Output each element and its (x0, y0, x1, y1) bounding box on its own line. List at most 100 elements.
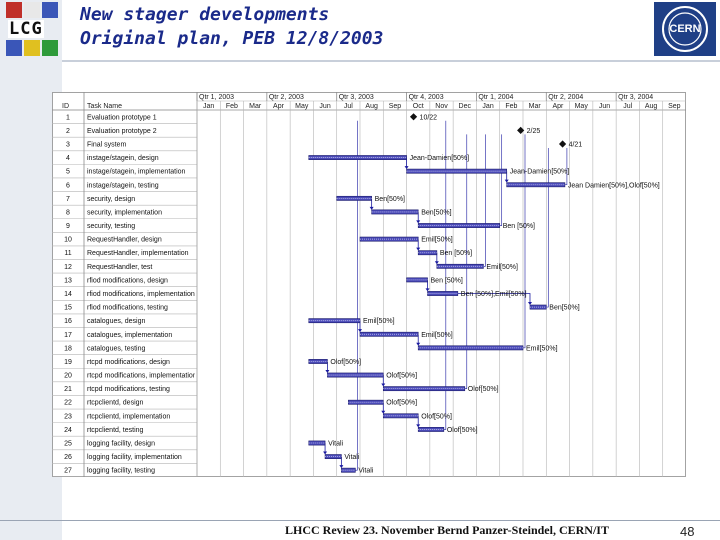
month-label: Jan (482, 103, 493, 110)
resource-label: Jean Damien[50%],Olof[50%] (568, 182, 660, 189)
quarter-label: Qtr 3, 2003 (339, 94, 374, 101)
milestone-link (483, 134, 486, 267)
task-id: 21 (64, 386, 72, 393)
resource-label: Olof[50%] (447, 427, 478, 434)
quarter-label: Qtr 4, 2003 (409, 94, 444, 101)
resource-label: Olof[50%] (330, 359, 361, 366)
gantt-header: Jan Feb Mar Apr May Jun Jul Aug Sep Oct Nov Dec Jan F… (62, 94, 681, 110)
task-name: logging facility, implementation (87, 454, 182, 461)
resource-label: Ben [50%],Emil[50%] (461, 291, 527, 298)
month-label: Jun (599, 103, 610, 110)
task-name: catalogues, design (87, 318, 145, 325)
month-label: Feb (505, 103, 517, 110)
month-label: Mar (529, 103, 542, 110)
task-id: 22 (64, 400, 72, 407)
task-id: 10 (64, 237, 72, 244)
task-name: security, design (87, 196, 135, 203)
task-id: 25 (64, 441, 72, 448)
resource-label: Ben [50%] (440, 250, 472, 257)
footer-rule (0, 520, 720, 521)
dependency-arrow (425, 288, 430, 292)
resource-label: Emil[50%] (421, 332, 453, 339)
resource-label: Emil[50%] (421, 237, 453, 244)
month-label: Jun (319, 103, 330, 110)
task-name: logging facility, testing (87, 468, 155, 475)
gantt-rows: 1 Evaluation prototype 1 2 Evaluation proto… (64, 114, 195, 475)
milestone-marker (558, 140, 567, 148)
header-rule (62, 60, 720, 62)
task-id: 3 (66, 141, 70, 148)
task-name: rfiod modifications, design (87, 277, 168, 284)
task-bar (348, 399, 384, 405)
task-name: catalogues, testing (87, 345, 145, 352)
milestone-link (355, 120, 358, 471)
task-id: 19 (64, 359, 72, 366)
gantt-dependencies (323, 120, 568, 471)
resource-label: Vitali (358, 468, 373, 475)
dependency-arrow (527, 301, 532, 305)
gantt-chart: Jan Feb Mar Apr May Jun Jul Aug Sep Oct Nov Dec Jan F… (52, 92, 686, 477)
dependency-arrow (323, 451, 328, 455)
task-id: 11 (64, 250, 71, 257)
task-id: 5 (66, 169, 70, 176)
task-name: rtcpclientd, testing (87, 427, 144, 434)
milestone-link (464, 134, 468, 389)
task-name: rtcpclientd, implementation (87, 413, 170, 420)
month-label: Aug (365, 103, 378, 110)
resource-label: Olof[50%] (386, 400, 417, 407)
task-name: instage/stagein, testing (87, 182, 159, 189)
task-bar (308, 318, 361, 324)
footer-text: LHCC Review 23. November Bernd Panzer-St… (285, 523, 609, 537)
task-name: rfiod modifications, implementation (87, 291, 195, 298)
month-label: Sep (668, 103, 681, 110)
task-name: instage/stagein, design (87, 155, 159, 162)
month-label: May (295, 103, 309, 110)
month-label: Feb (226, 103, 238, 110)
task-id: 24 (64, 427, 72, 434)
task-id: 2 (66, 128, 70, 135)
lcg-logo-tile (42, 2, 58, 18)
lcg-logo-text: LCG (8, 19, 44, 39)
milestone-date: 4/21 (569, 141, 583, 148)
quarter-label: Qtr 2, 2004 (548, 94, 583, 101)
milestone-link (546, 147, 549, 308)
dependency-arrow (416, 342, 421, 346)
month-label: Sep (389, 103, 402, 110)
lcg-logo-tile (24, 2, 40, 18)
resource-label: Olof[50%] (468, 386, 499, 393)
task-id: 15 (64, 305, 72, 312)
month-label: Oct (413, 103, 424, 110)
task-name: RequestHandler, design (87, 237, 162, 244)
quarter-label: Qtr 2, 2003 (269, 94, 304, 101)
month-label: Aug (645, 103, 658, 110)
task-name: RequestHandler, implementation (87, 250, 189, 257)
task-id: 27 (64, 468, 72, 475)
page-subtitle: Original plan, PEB 12/8/2003 (80, 28, 384, 49)
task-id: 9 (66, 223, 70, 230)
task-id: 1 (66, 114, 70, 121)
task-id: 8 (66, 209, 70, 216)
resource-label: Ben [50%] (503, 223, 535, 230)
cern-logo-text: CERN (669, 23, 700, 35)
quarter-label: Qtr 1, 2003 (199, 94, 234, 101)
lcg-logo-tile (6, 2, 22, 18)
dependency-arrow (325, 369, 330, 373)
month-label: Mar (249, 103, 262, 110)
task-name: Evaluation prototype 2 (87, 128, 157, 135)
task-name: rtcpd modifications, design (87, 359, 170, 366)
task-id: 23 (64, 413, 72, 420)
task-id: 12 (64, 264, 72, 271)
lcg-logo: LCG (0, 0, 62, 58)
lcg-logo-tile (24, 40, 40, 56)
task-id: 6 (66, 182, 70, 189)
month-label: Apr (552, 103, 564, 110)
task-name: Final system (87, 141, 126, 148)
dependency-arrow (434, 261, 439, 265)
task-id: 18 (64, 345, 72, 352)
task-name: instage/stagein, implementation (87, 169, 186, 176)
dependency-arrow (416, 247, 421, 251)
task-id: 17 (64, 332, 72, 339)
resource-label: Jean-Damien[50%] (510, 169, 570, 176)
milestone-date: 2/25 (527, 128, 541, 135)
resource-label: Ben [50%] (431, 277, 463, 284)
